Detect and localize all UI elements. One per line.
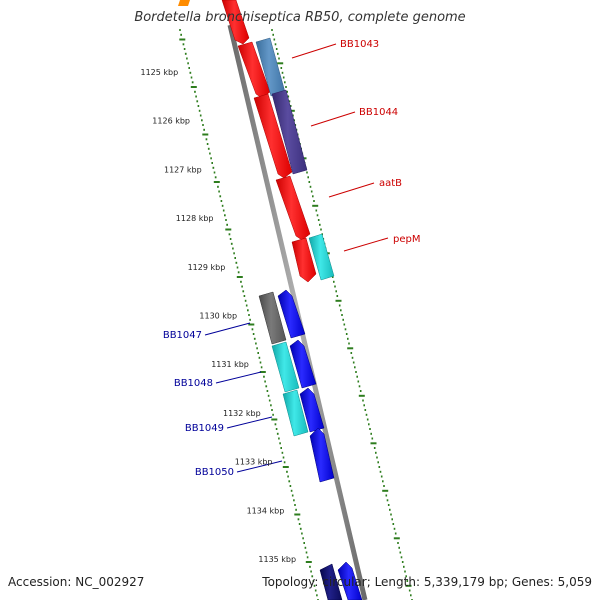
gene-label-bb1049[interactable]: BB1049: [185, 423, 224, 434]
gene-red-pepm: [291, 237, 317, 283]
leader-line-bb1043: [291, 43, 337, 59]
right-gene-labels: BB1043 BB1044 aatB pepM: [291, 39, 420, 252]
gene-navy-bottom: [319, 563, 343, 600]
length-value: 5,339,179 bp: [423, 575, 504, 589]
gene-orange-fragment: [178, 0, 190, 6]
gene-features: [178, 0, 363, 600]
genome-title: Bordetella bronchiseptica RB50, complete…: [134, 10, 466, 25]
left-gene-labels: BB1047 BB1048 BB1049 BB1050: [163, 322, 283, 478]
gene-label-pepm[interactable]: pepM: [393, 234, 420, 245]
leader-line-bb1049: [226, 416, 273, 429]
genome-stats: Topology: circular; Length: 5,339,179 bp…: [262, 575, 592, 589]
gene-cyan-bb1048: [271, 341, 300, 393]
kbp-tick-track-left: [179, 29, 319, 600]
gene-blue-4: [309, 427, 335, 483]
leader-line-bb1048: [215, 371, 262, 384]
kbp-label: 1135 kbp: [258, 555, 296, 564]
gene-cyan-bb1049: [282, 389, 309, 437]
leader-line-aatb: [328, 182, 375, 198]
topology-value: circular: [322, 575, 367, 589]
gene-label-bb1048[interactable]: BB1048: [174, 378, 213, 389]
gene-blue-3: [299, 387, 325, 433]
accession-value: NC_002927: [75, 575, 145, 589]
leader-line-bb1047: [204, 322, 251, 336]
leader-line-pepm: [343, 237, 389, 252]
length-label: Length:: [374, 575, 421, 589]
gene-red-1: [221, 0, 250, 45]
gene-blue-1: [277, 289, 306, 339]
gene-label-aatb[interactable]: aatB: [379, 178, 402, 189]
genes-label: Genes:: [511, 575, 554, 589]
gene-gray-bb1047: [258, 291, 287, 345]
gene-purple-bb1044: [271, 89, 308, 175]
genes-value: 5,059: [557, 575, 592, 589]
kbp-label: 1126 kbp: [152, 117, 190, 126]
kbp-label: 1132 kbp: [223, 409, 261, 418]
gene-red-bb1044: [253, 93, 293, 179]
gene-label-bb1047[interactable]: BB1047: [163, 330, 202, 341]
gene-cyan-pepm: [308, 233, 335, 281]
kbp-label: 1133 kbp: [235, 458, 273, 467]
kbp-label: 1134 kbp: [247, 506, 285, 515]
accession-label: Accession:: [8, 575, 72, 589]
gene-label-bb1050[interactable]: BB1050: [195, 467, 234, 478]
accession-info: Accession: NC_002927: [8, 575, 144, 589]
kbp-label: 1130 kbp: [199, 312, 237, 321]
gene-blue-2: [289, 339, 317, 389]
leader-line-bb1044: [310, 111, 356, 127]
leader-line-bb1050: [236, 460, 283, 473]
gene-label-bb1044[interactable]: BB1044: [359, 107, 398, 118]
gene-blue-bottom: [337, 561, 363, 600]
kbp-label: 1127 kbp: [164, 165, 202, 174]
kbp-scale-labels: 1125 kbp 1126 kbp 1127 kbp 1128 kbp 1129 kbp…: [140, 68, 296, 564]
kbp-label: 1125 kbp: [140, 68, 178, 77]
kbp-label: 1128 kbp: [176, 214, 214, 223]
kbp-label: 1131 kbp: [211, 360, 249, 369]
gene-label-bb1043[interactable]: BB1043: [340, 39, 379, 50]
topology-label: Topology:: [262, 575, 319, 589]
kbp-label: 1129 kbp: [188, 263, 226, 272]
gene-red-aatb: [275, 175, 311, 241]
